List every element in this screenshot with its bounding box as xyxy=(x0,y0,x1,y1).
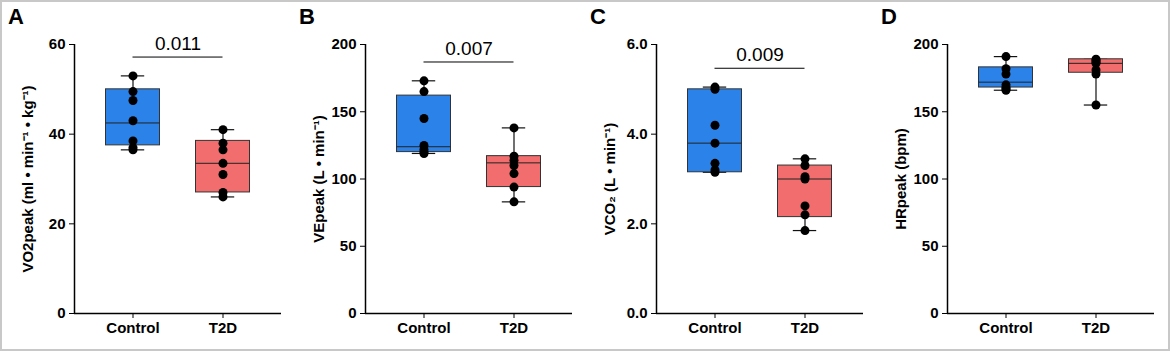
svg-text:2.0: 2.0 xyxy=(627,215,648,232)
svg-text:VCO₂ (L • min⁻¹): VCO₂ (L • min⁻¹) xyxy=(601,123,618,235)
svg-text:20: 20 xyxy=(49,215,66,232)
svg-text:VEpeak (L • min⁻¹): VEpeak (L • min⁻¹) xyxy=(310,115,327,243)
html-text:A: A xyxy=(8,4,24,29)
svg-text:VO2peak (ml • min⁻¹ • kg⁻¹): VO2peak (ml • min⁻¹ • kg⁻¹) xyxy=(19,85,36,272)
svg-text:HRpeak (bpm): HRpeak (bpm) xyxy=(892,128,909,230)
svg-text:150: 150 xyxy=(331,103,356,120)
html-text:C: C xyxy=(590,4,606,29)
svg-text:T2D: T2D xyxy=(791,319,820,336)
svg-text:Control: Control xyxy=(979,319,1032,336)
svg-text:0: 0 xyxy=(930,304,938,321)
svg-text:Control: Control xyxy=(688,319,741,336)
svg-text:0: 0 xyxy=(348,304,356,321)
svg-text:6.0: 6.0 xyxy=(627,35,648,52)
svg-text:50: 50 xyxy=(922,237,939,254)
svg-text:200: 200 xyxy=(913,35,938,52)
svg-text:100: 100 xyxy=(913,170,938,187)
svg-text:T2D: T2D xyxy=(1082,319,1111,336)
html-text:D: D xyxy=(881,4,897,29)
svg-text:Control: Control xyxy=(397,319,450,336)
svg-text:Control: Control xyxy=(106,319,159,336)
svg-text:T2D: T2D xyxy=(500,319,529,336)
svg-text:50: 50 xyxy=(340,237,357,254)
svg-text:40: 40 xyxy=(49,125,66,142)
svg-text:150: 150 xyxy=(913,103,938,120)
svg-text:0.011: 0.011 xyxy=(155,33,201,54)
html-text:B: B xyxy=(299,4,315,29)
svg-text:0.0: 0.0 xyxy=(627,304,648,321)
svg-text:100: 100 xyxy=(331,170,356,187)
svg-text:0.009: 0.009 xyxy=(736,44,784,65)
svg-text:200: 200 xyxy=(331,35,356,52)
svg-text:0.007: 0.007 xyxy=(445,38,493,59)
svg-text:0: 0 xyxy=(57,304,65,321)
svg-text:T2D: T2D xyxy=(209,319,238,336)
svg-text:4.0: 4.0 xyxy=(627,125,648,142)
svg-text:60: 60 xyxy=(49,35,66,52)
